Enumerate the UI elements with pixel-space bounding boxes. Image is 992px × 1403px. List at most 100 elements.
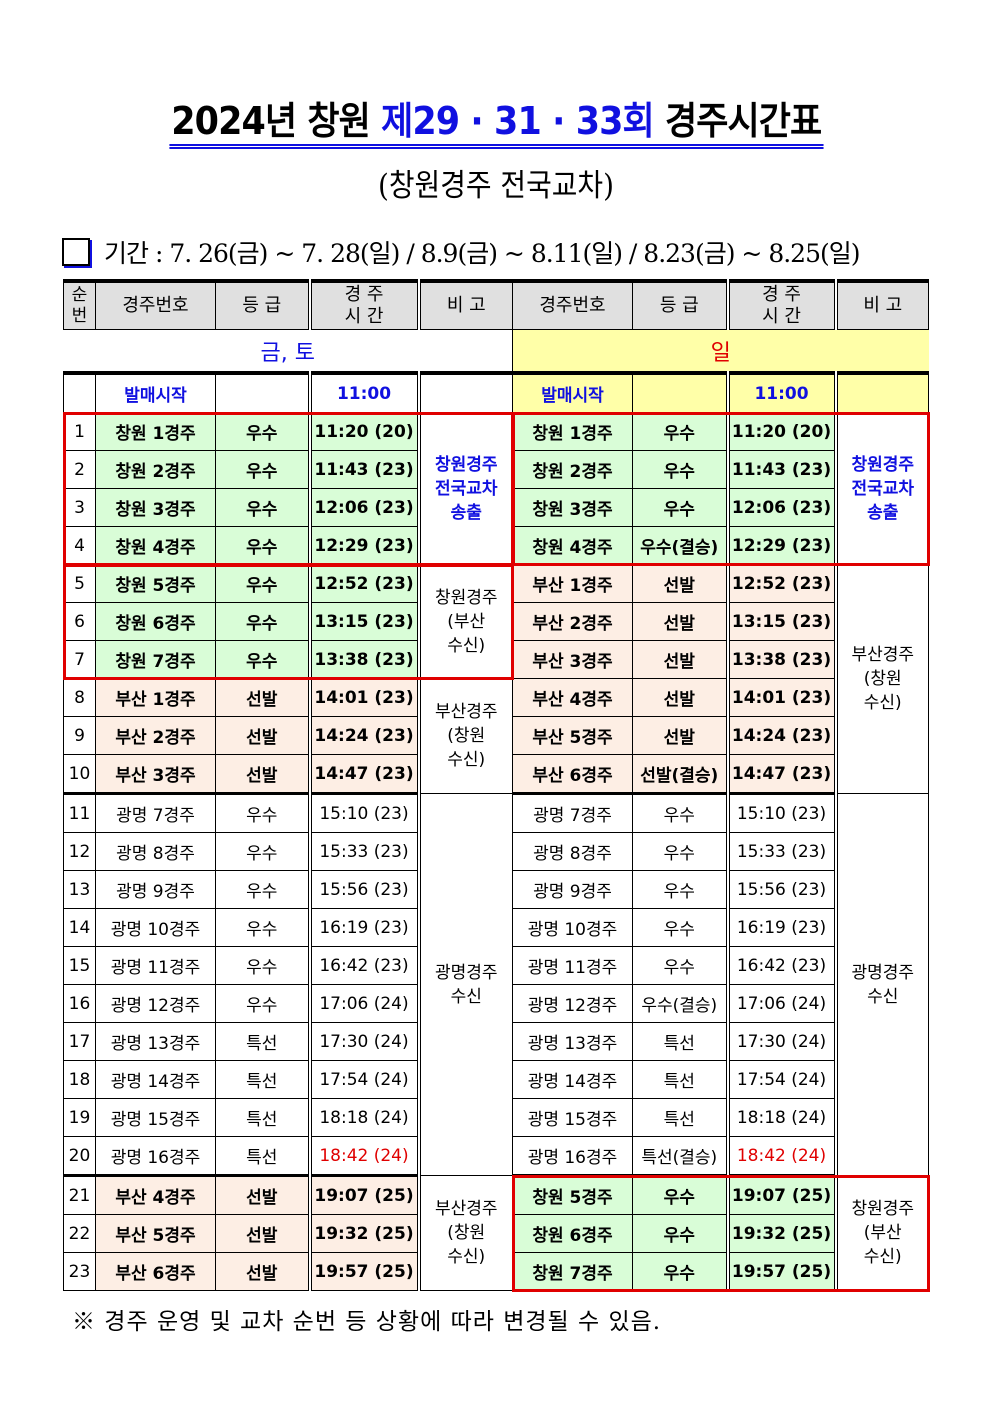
race-time: 19:32 (25) bbox=[725, 1214, 836, 1253]
table-row: 4 창원 4경주 우수 12:29 (23) 창원 4경주 우수(결승) 12:29 (23… bbox=[63, 526, 929, 565]
race-order-number: 13 bbox=[63, 870, 96, 909]
race-order-number: 16 bbox=[63, 984, 96, 1023]
race-time: 19:32 (25) bbox=[307, 1214, 419, 1253]
table-row: 5 창원 5경주 우수 12:52 (23) 창원경주 (부산 수신) 부산 1경주 선발 12:… bbox=[63, 564, 929, 794]
race-time: 13:38 (23) bbox=[307, 640, 419, 679]
race-time: 13:15 (23) bbox=[725, 602, 836, 641]
sale-start-label: 발매시작 bbox=[95, 372, 216, 413]
race-grade: 우수 bbox=[215, 870, 310, 909]
day-row: 금, 토 일 bbox=[63, 329, 929, 375]
race-grade: 선발(결승) bbox=[632, 754, 728, 795]
header-row: 순번 경주번호 등 급 경 주 시 간 비 고 경주번호 등 급 경 주 시 간… bbox=[63, 279, 929, 330]
period-line: 기간 : 7. 26(금) ~ 7. 28(일) / 8.9(금) ~ 8.11… bbox=[62, 234, 860, 270]
table-row: 20 광명 16경주 특선 18:42 (24) 광명 16경주 특선(결승) 18:42 … bbox=[63, 1136, 929, 1177]
race-name: 창원 4경주 bbox=[95, 526, 216, 565]
race-time: 14:24 (23) bbox=[307, 716, 419, 755]
race-time: 13:15 (23) bbox=[307, 602, 419, 641]
race-grade: 선발 bbox=[215, 716, 310, 755]
race-grade: 선발 bbox=[632, 716, 728, 755]
race-order-number: 3 bbox=[63, 488, 96, 527]
race-order-number: 18 bbox=[63, 1060, 96, 1099]
race-grade: 우수 bbox=[632, 908, 728, 947]
race-grade: 선발 bbox=[632, 640, 728, 679]
race-order-number: 14 bbox=[63, 908, 96, 947]
race-grade: 우수 bbox=[215, 488, 310, 527]
race-order-number: 23 bbox=[63, 1252, 96, 1291]
race-name: 광명 8경주 bbox=[512, 832, 633, 871]
page-subtitle: (창원경주 전국교차) bbox=[378, 168, 614, 204]
race-time: 12:52 (23) bbox=[307, 564, 419, 603]
race-grade: 우수 bbox=[215, 640, 310, 679]
race-time: 15:56 (23) bbox=[725, 870, 836, 909]
race-name: 창원 4경주 bbox=[512, 526, 633, 565]
race-name: 광명 13경주 bbox=[95, 1022, 216, 1061]
race-time: 17:54 (24) bbox=[307, 1060, 419, 1099]
empty-cell bbox=[833, 372, 929, 413]
race-time: 12:29 (23) bbox=[725, 526, 836, 565]
note-line: 수신) bbox=[863, 693, 902, 713]
race-time: 14:47 (23) bbox=[307, 754, 419, 795]
race-grade: 선발 bbox=[632, 564, 728, 603]
race-time: 19:07 (25) bbox=[725, 1175, 836, 1215]
race-time: 18:42 (24) bbox=[307, 1136, 419, 1177]
note-line: 창원경주 bbox=[434, 454, 498, 475]
table-row: 17 광명 13경주 특선 17:30 (24) 광명 13경주 특선 17:30 (24) bbox=[63, 1022, 929, 1061]
race-name: 광명 11경주 bbox=[512, 946, 633, 985]
race-grade: 특선 bbox=[215, 1098, 310, 1137]
race-grade: 우수 bbox=[215, 984, 310, 1023]
race-grade: 우수 bbox=[632, 488, 728, 527]
race-time: 12:29 (23) bbox=[307, 526, 419, 565]
table-row: 14 광명 10경주 우수 16:19 (23) 광명 10경주 우수 16:19 (23) bbox=[63, 908, 929, 947]
race-time: 15:10 (23) bbox=[725, 793, 836, 833]
race-name: 창원 6경주 bbox=[512, 1214, 633, 1253]
header-note: 비 고 bbox=[416, 279, 513, 330]
race-time: 11:43 (23) bbox=[307, 450, 419, 489]
race-time: 18:18 (24) bbox=[725, 1098, 836, 1137]
race-order-number: 4 bbox=[63, 526, 96, 565]
note-line: 부산경주 bbox=[434, 1199, 498, 1219]
race-grade: 선발 bbox=[632, 678, 728, 717]
race-time: 11:20 (20) bbox=[725, 412, 836, 451]
sale-start-time: 11:00 bbox=[725, 372, 836, 413]
race-name: 광명 12경주 bbox=[512, 984, 633, 1023]
table-row: 11 광명 7경주 우수 15:10 (23) 광명경주 수신 광명 7경주 우수 15:10 … bbox=[63, 793, 929, 1176]
race-name: 부산 1경주 bbox=[512, 564, 633, 603]
race-order-number: 15 bbox=[63, 946, 96, 985]
race-order-number: 21 bbox=[63, 1175, 96, 1215]
race-grade: 선발 bbox=[215, 1252, 310, 1291]
race-time: 17:54 (24) bbox=[725, 1060, 836, 1099]
table-row: 8 부산 1경주 선발 14:01 (23) 부산경주 (창원 수신) 부산 4경주 선발 14:… bbox=[63, 678, 929, 794]
race-grade: 우수 bbox=[215, 946, 310, 985]
race-name: 광명 10경주 bbox=[512, 908, 633, 947]
race-time: 17:06 (24) bbox=[307, 984, 419, 1023]
race-order-number: 19 bbox=[63, 1098, 96, 1137]
header-time: 경 주 시 간 bbox=[725, 279, 836, 330]
race-grade: 특선 bbox=[632, 1022, 728, 1061]
race-order-number: 7 bbox=[63, 640, 96, 679]
title-rounds: 제29 · 31 · 33회 bbox=[380, 99, 655, 143]
note-right: 창원경주 전국교차 송출 bbox=[833, 412, 929, 565]
table-row: 10 부산 3경주 선발 14:47 (23) 부산 6경주 선발(결승) 14:47 (2… bbox=[63, 754, 929, 795]
checkbox-square-icon bbox=[62, 238, 90, 266]
race-order-number: 12 bbox=[63, 832, 96, 871]
race-time: 16:42 (23) bbox=[307, 946, 419, 985]
title-year: 2024년 창원 bbox=[171, 99, 381, 143]
race-time: 14:01 (23) bbox=[725, 678, 836, 717]
race-time: 16:42 (23) bbox=[725, 946, 836, 985]
race-grade: 우수 bbox=[215, 908, 310, 947]
note-line: (부산 bbox=[863, 1223, 902, 1243]
race-time: 19:07 (25) bbox=[307, 1175, 419, 1215]
race-order-number: 20 bbox=[63, 1136, 96, 1177]
race-name: 창원 7경주 bbox=[512, 1252, 633, 1291]
race-time: 19:57 (25) bbox=[307, 1252, 419, 1291]
race-time: 13:38 (23) bbox=[725, 640, 836, 679]
note-line: (부산 bbox=[447, 611, 486, 632]
race-name: 부산 5경주 bbox=[512, 716, 633, 755]
race-name: 창원 6경주 bbox=[95, 602, 216, 641]
race-order-number: 5 bbox=[63, 564, 96, 603]
period-text: 기간 : 7. 26(금) ~ 7. 28(일) / 8.9(금) ~ 8.11… bbox=[104, 239, 860, 268]
header-no: 순번 bbox=[63, 279, 96, 330]
note-left: 창원경주 (부산 수신) bbox=[416, 564, 513, 679]
race-grade: 특선 bbox=[215, 1136, 310, 1177]
